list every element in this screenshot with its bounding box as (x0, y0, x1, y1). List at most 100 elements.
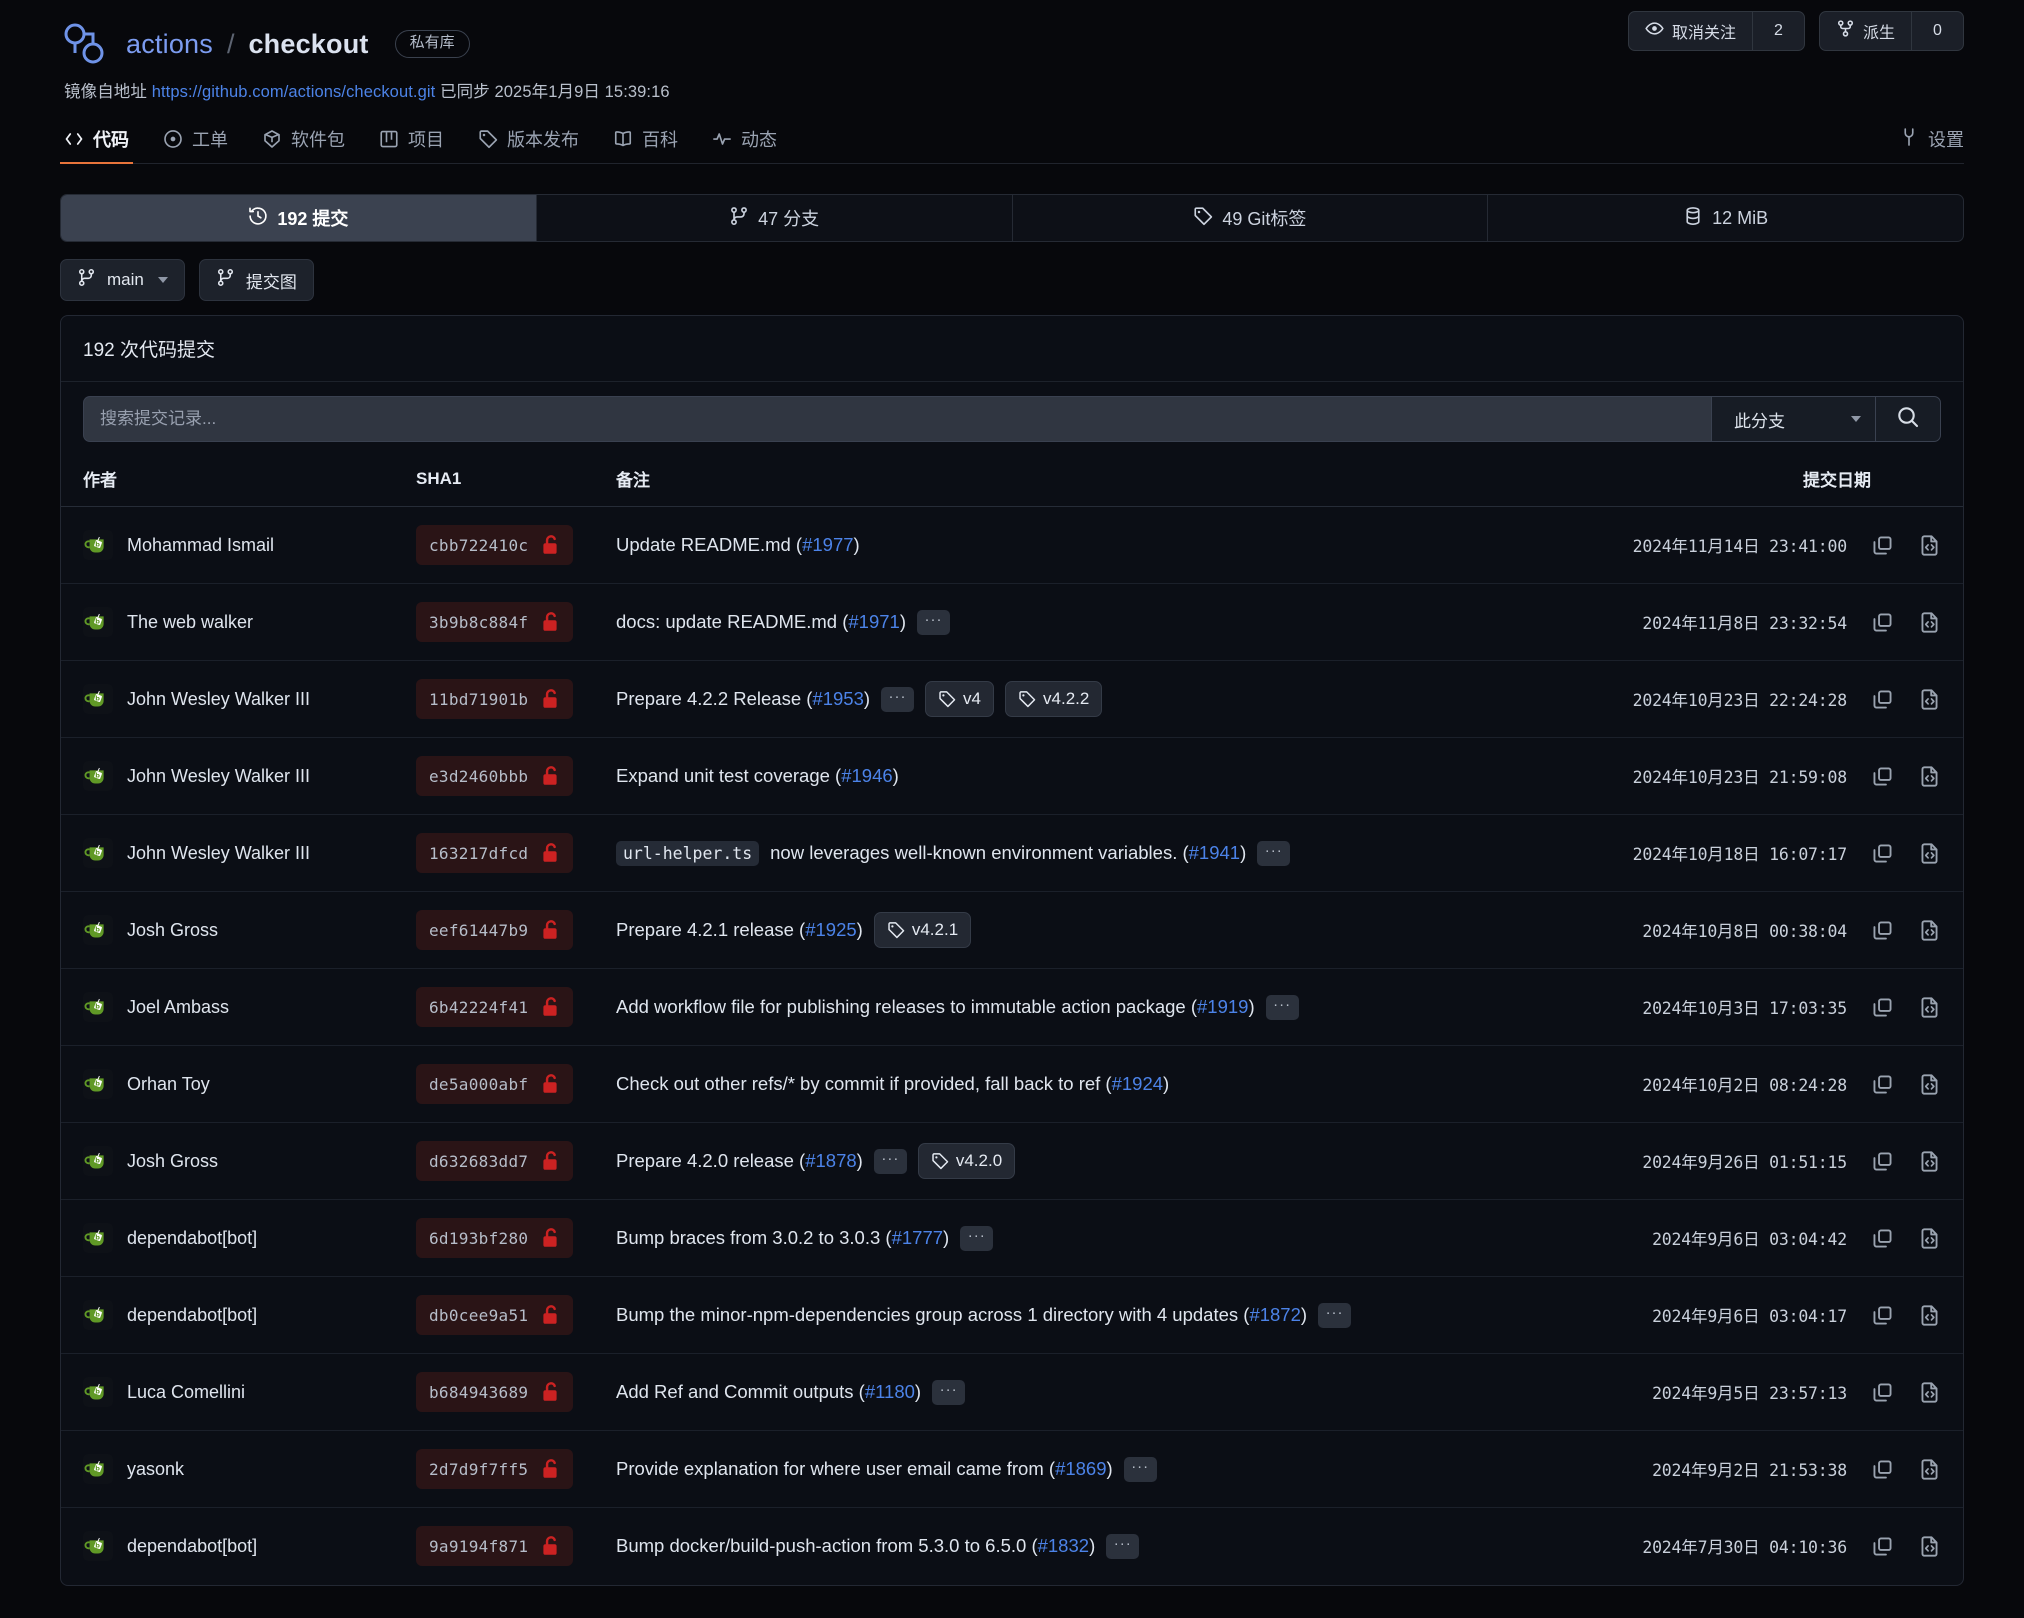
file-code-icon[interactable] (1918, 765, 1941, 788)
file-code-icon[interactable] (1918, 996, 1941, 1019)
commit-author-name[interactable]: John Wesley Walker III (127, 765, 311, 786)
table-row[interactable]: b Josh Gross eef61447b9 Prepare 4.2.1 re… (61, 891, 1963, 969)
file-code-icon[interactable] (1918, 611, 1941, 634)
commit-author[interactable]: b Luca Comellini (61, 1377, 416, 1407)
fork-button[interactable]: 派生 (1820, 12, 1911, 50)
commit-sha-text[interactable]: 6b42224f41 (429, 997, 529, 1017)
file-code-icon[interactable] (1918, 688, 1941, 711)
copy-icon[interactable] (1871, 611, 1894, 634)
commit-sha-text[interactable]: e3d2460bbb (429, 766, 529, 786)
copy-icon[interactable] (1871, 1381, 1894, 1404)
commit-message-text[interactable]: Provide explanation for where user email… (616, 1458, 1113, 1479)
expand-message-button[interactable]: ··· (881, 686, 915, 712)
commit-sha-text[interactable]: 11bd71901b (429, 689, 529, 709)
pull-request-link[interactable]: #1180 (864, 1381, 915, 1402)
commit-sha-pill[interactable]: 9a9194f871 (416, 1526, 574, 1567)
commit-sha-text[interactable]: db0cee9a51 (429, 1305, 529, 1325)
commit-sha-pill[interactable]: 2d7d9f7ff5 (416, 1449, 574, 1489)
copy-icon[interactable] (1871, 1535, 1894, 1558)
table-row[interactable]: b John Wesley Walker III 163217dfcd url-… (61, 814, 1963, 892)
branch-selector-button[interactable]: main (60, 259, 185, 301)
copy-icon[interactable] (1871, 688, 1894, 711)
watch-button[interactable]: 取消关注 (1629, 12, 1752, 50)
file-code-icon[interactable] (1918, 1150, 1941, 1173)
commit-sha-pill[interactable]: eef61447b9 (416, 910, 574, 950)
commit-author-name[interactable]: John Wesley Walker III (127, 688, 311, 709)
stat-branches[interactable]: 47 分支 (537, 195, 1013, 241)
watch-button-group[interactable]: 取消关注 2 (1627, 11, 1805, 51)
file-code-icon[interactable] (1918, 1304, 1941, 1327)
pull-request-link[interactable]: #1925 (805, 919, 857, 940)
table-row[interactable]: b Josh Gross d632683dd7 Prepare 4.2.0 re… (61, 1122, 1963, 1200)
search-submit-button[interactable] (1875, 396, 1941, 442)
commit-sha-text[interactable]: eef61447b9 (429, 920, 529, 940)
commit-sha-pill[interactable]: 163217dfcd (416, 833, 574, 873)
commit-sha-pill[interactable]: d632683dd7 (416, 1141, 574, 1181)
table-row[interactable]: b John Wesley Walker III e3d2460bbb Expa… (61, 737, 1963, 815)
commit-author[interactable]: b dependabot[bot] (61, 1531, 416, 1562)
watch-count[interactable]: 2 (1751, 12, 1804, 50)
commit-message-text[interactable]: Add Ref and Commit outputs (#1180) (616, 1381, 922, 1402)
file-code-icon[interactable] (1918, 1535, 1941, 1558)
commit-sha-text[interactable]: 6d193bf280 (429, 1228, 529, 1248)
commit-author[interactable]: b Joel Ambass (61, 992, 416, 1022)
pull-request-link[interactable]: #1941 (1188, 842, 1241, 863)
commit-author-name[interactable]: Joel Ambass (127, 996, 230, 1017)
table-row[interactable]: b dependabot[bot] 9a9194f871 Bump docker… (61, 1508, 1963, 1585)
table-row[interactable]: b Joel Ambass 6b42224f41 Add workflow fi… (61, 968, 1963, 1046)
commit-tag-chip[interactable]: v4.2.2 (1005, 681, 1103, 717)
commit-sha-pill[interactable]: b684943689 (416, 1372, 574, 1412)
expand-message-button[interactable]: ··· (1123, 1456, 1157, 1482)
commit-tag-chip[interactable]: v4 (925, 681, 995, 717)
table-row[interactable]: b The web walker 3b9b8c884f docs: update… (61, 583, 1963, 661)
file-code-icon[interactable] (1918, 1227, 1941, 1250)
pull-request-link[interactable]: #1878 (805, 1150, 857, 1171)
pull-request-link[interactable]: #1777 (891, 1227, 944, 1248)
copy-icon[interactable] (1871, 1304, 1894, 1327)
commit-message-text[interactable]: Update README.md (#1977) (616, 534, 860, 555)
search-input[interactable] (83, 396, 1711, 442)
file-code-icon[interactable] (1918, 1458, 1941, 1481)
commit-sha-text[interactable]: d632683dd7 (429, 1151, 529, 1171)
tab-issues[interactable]: 工单 (163, 126, 228, 163)
commit-message-text[interactable]: Prepare 4.2.1 release (#1925) (616, 919, 863, 940)
fork-count[interactable]: 0 (1911, 12, 1963, 50)
commit-tag-chip[interactable]: v4.2.0 (917, 1143, 1016, 1179)
commit-author-name[interactable]: dependabot[bot] (127, 1304, 258, 1325)
pull-request-link[interactable]: #1869 (1055, 1458, 1107, 1479)
commit-message-text[interactable]: Prepare 4.2.2 Release (#1953) (616, 688, 871, 709)
commit-sha-text[interactable]: de5a000abf (429, 1074, 529, 1094)
tab-code[interactable]: 代码 (60, 126, 133, 164)
commit-sha-pill[interactable]: 6d193bf280 (416, 1218, 574, 1258)
table-row[interactable]: b yasonk 2d7d9f7ff5 Provide explanation … (61, 1430, 1963, 1508)
pull-request-link[interactable]: #1872 (1249, 1304, 1301, 1325)
pull-request-link[interactable]: #1924 (1111, 1073, 1164, 1094)
pull-request-link[interactable]: #1971 (848, 611, 900, 632)
commit-author[interactable]: b John Wesley Walker III (61, 684, 416, 714)
pull-request-link[interactable]: #1919 (1197, 996, 1249, 1017)
tab-packages[interactable]: 软件包 (262, 126, 345, 163)
commit-message-text[interactable]: Add workflow file for publishing release… (616, 996, 1255, 1017)
commit-author-name[interactable]: The web walker (127, 611, 254, 632)
copy-icon[interactable] (1871, 1227, 1894, 1250)
commit-author-name[interactable]: Orhan Toy (127, 1073, 210, 1094)
pull-request-link[interactable]: #1953 (812, 688, 864, 709)
commit-author-name[interactable]: yasonk (127, 1458, 185, 1479)
commit-author-name[interactable]: dependabot[bot] (127, 1535, 258, 1556)
commit-author[interactable]: b Josh Gross (61, 915, 416, 945)
commit-author[interactable]: b Josh Gross (61, 1146, 416, 1176)
commit-message-text[interactable]: Expand unit test coverage (#1946) (616, 765, 899, 786)
commit-author[interactable]: b dependabot[bot] (61, 1223, 416, 1253)
commit-sha-pill[interactable]: cbb722410c (416, 525, 574, 565)
file-code-icon[interactable] (1918, 842, 1941, 865)
commit-sha-pill[interactable]: e3d2460bbb (416, 756, 574, 796)
search-scope-select[interactable]: 此分支 (1711, 396, 1875, 442)
pull-request-link[interactable]: #1946 (841, 765, 893, 786)
expand-message-button[interactable]: ··· (1106, 1533, 1140, 1559)
tab-wiki[interactable]: 百科 (613, 126, 678, 163)
commit-author-name[interactable]: Josh Gross (127, 1150, 219, 1171)
commit-sha-pill[interactable]: de5a000abf (416, 1064, 574, 1104)
commit-author[interactable]: b The web walker (61, 607, 416, 637)
commit-message-text[interactable]: Bump the minor-npm-dependencies group ac… (616, 1304, 1308, 1325)
copy-icon[interactable] (1871, 1458, 1894, 1481)
